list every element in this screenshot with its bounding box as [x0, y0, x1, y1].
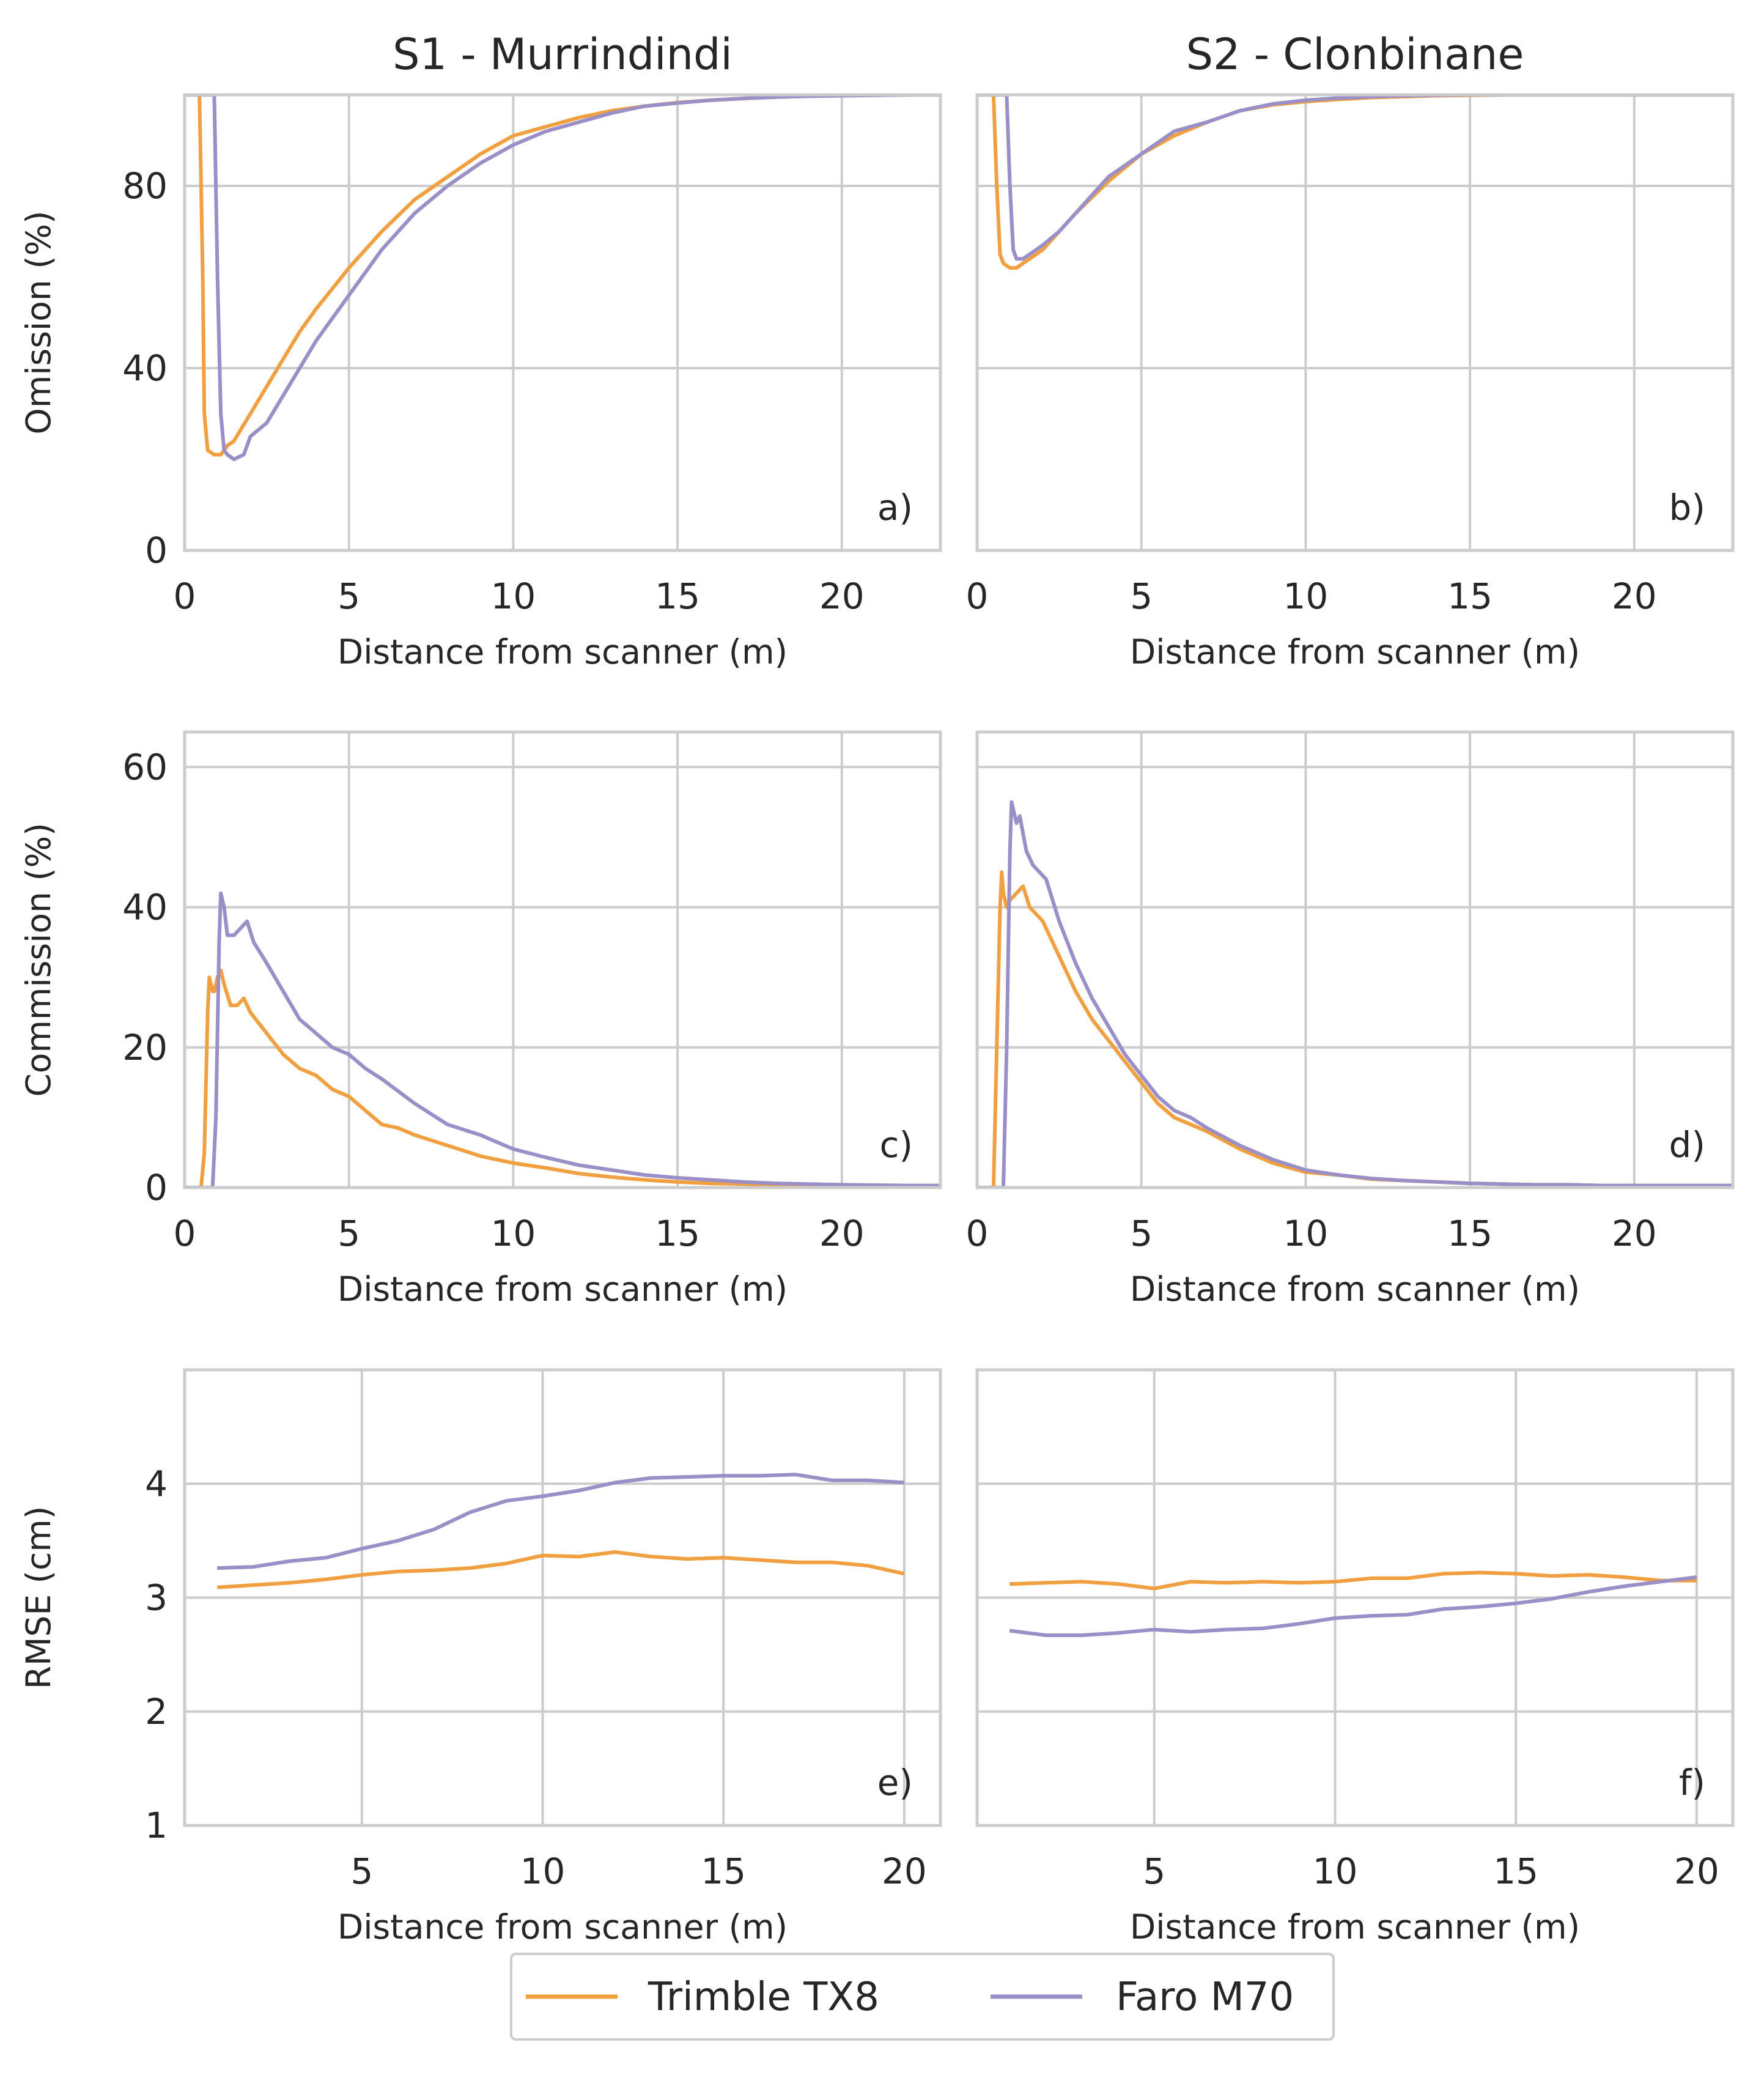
- chart-panel-f: 5 10 15 20 Distance from scanner (m) f): [975, 1368, 1735, 1947]
- series-line-faro: [185, 95, 940, 461]
- legend-label-trimble: Trimble TX8: [648, 1975, 879, 2020]
- panel-label: f): [1679, 1762, 1705, 1803]
- plot-frame: [975, 93, 1735, 552]
- series-line-trimble: [1009, 1570, 1697, 1591]
- chart-panel-d: 0 5 10 15 20 Distance from scanner (m) d): [966, 730, 1735, 1309]
- x-tick-label: 20: [1612, 1213, 1657, 1254]
- x-axis-label: Distance from scanner (m): [1130, 1270, 1580, 1309]
- x-tick-label: 20: [819, 575, 865, 617]
- panel-label: a): [877, 487, 913, 528]
- y-axis-label: Commission (%): [19, 823, 58, 1096]
- y-axis-label: Omission (%): [19, 211, 58, 435]
- x-tick-label: 5: [1130, 1213, 1153, 1254]
- y-tick-label: 0: [145, 530, 168, 571]
- y-tick-label: 40: [122, 347, 168, 389]
- x-tick-label: 20: [1674, 1850, 1719, 1892]
- x-tick-label: 15: [655, 1213, 700, 1254]
- x-tick-label: 10: [490, 1213, 536, 1254]
- series-line-faro: [1009, 1575, 1697, 1637]
- x-tick-label: 20: [819, 1213, 865, 1254]
- panel-label: d): [1669, 1124, 1705, 1166]
- x-axis-label: Distance from scanner (m): [1130, 1907, 1580, 1947]
- series-line-faro: [977, 95, 1733, 261]
- plot-frame: [975, 730, 1735, 1189]
- x-tick-label: 5: [1130, 575, 1153, 617]
- plot-frame: [183, 93, 942, 552]
- panel-title: S2 - Clonbinane: [1186, 29, 1524, 79]
- chart-panel-c: 0 5 10 15 20 0 20 40 60 Distance from scanner (m)…: [19, 730, 942, 1309]
- x-tick-label: 15: [1447, 1213, 1493, 1254]
- x-tick-label: 10: [1283, 1213, 1328, 1254]
- plot-frame: [975, 1368, 1735, 1827]
- y-tick-label: 60: [122, 746, 168, 788]
- panel-label: b): [1669, 487, 1705, 528]
- chart-panel-b: 0 5 10 15 20 Distance from scanner (m) S2 - Cl…: [966, 29, 1735, 671]
- panel-title: S1 - Murrindindi: [393, 29, 733, 79]
- x-tick-label: 5: [338, 575, 360, 617]
- x-tick-label: 20: [1612, 575, 1657, 617]
- y-tick-label: 4: [145, 1463, 168, 1504]
- series-line-trimble: [185, 968, 940, 1188]
- x-tick-label: 20: [882, 1850, 927, 1892]
- y-tick-label: 0: [145, 1167, 168, 1208]
- x-tick-label: 5: [350, 1850, 373, 1892]
- series-line-trimble: [217, 1550, 905, 1589]
- panel-label: c): [879, 1124, 913, 1166]
- y-tick-label: 2: [145, 1691, 168, 1732]
- legend: Trimble TX8 Faro M70: [510, 1953, 1335, 2041]
- y-tick-label: 20: [122, 1027, 168, 1068]
- legend-frame: [510, 1953, 1335, 2041]
- x-tick-label: 0: [966, 575, 989, 617]
- panel-label: e): [877, 1762, 913, 1803]
- plot-frame: [183, 730, 942, 1189]
- series-line-faro: [185, 891, 940, 1188]
- x-tick-label: 0: [966, 1213, 989, 1254]
- x-tick-label: 0: [174, 575, 196, 617]
- x-axis-label: Distance from scanner (m): [1130, 632, 1580, 671]
- legend-label-faro: Faro M70: [1116, 1975, 1294, 2020]
- x-tick-label: 15: [1493, 1850, 1538, 1892]
- x-tick-label: 10: [490, 575, 536, 617]
- y-tick-label: 3: [145, 1577, 168, 1619]
- series-line-faro: [217, 1473, 905, 1570]
- plot-frame: [183, 1368, 942, 1827]
- y-tick-label: 40: [122, 887, 168, 928]
- x-tick-label: 10: [1313, 1850, 1358, 1892]
- x-axis-label: Distance from scanner (m): [338, 1907, 788, 1947]
- x-tick-label: 0: [174, 1213, 196, 1254]
- chart-panel-a: 0 5 10 15 20 0 40 80 Distance from scanner (m) Om…: [19, 29, 942, 671]
- x-tick-label: 5: [338, 1213, 360, 1254]
- x-tick-label: 15: [655, 575, 700, 617]
- x-axis-label: Distance from scanner (m): [338, 1270, 788, 1309]
- chart-panel-e: 5 10 15 20 1 2 3 4 Distance from scanner (m) RMSE…: [19, 1368, 942, 1947]
- x-tick-label: 15: [1447, 575, 1493, 617]
- x-tick-label: 10: [520, 1850, 566, 1892]
- x-tick-label: 5: [1143, 1850, 1165, 1892]
- y-axis-label: RMSE (cm): [19, 1506, 58, 1690]
- x-tick-label: 10: [1283, 575, 1328, 617]
- y-tick-label: 80: [122, 165, 168, 207]
- x-axis-label: Distance from scanner (m): [338, 632, 788, 671]
- x-tick-label: 15: [701, 1850, 746, 1892]
- y-tick-label: 1: [145, 1805, 168, 1846]
- series-line-faro: [977, 800, 1733, 1188]
